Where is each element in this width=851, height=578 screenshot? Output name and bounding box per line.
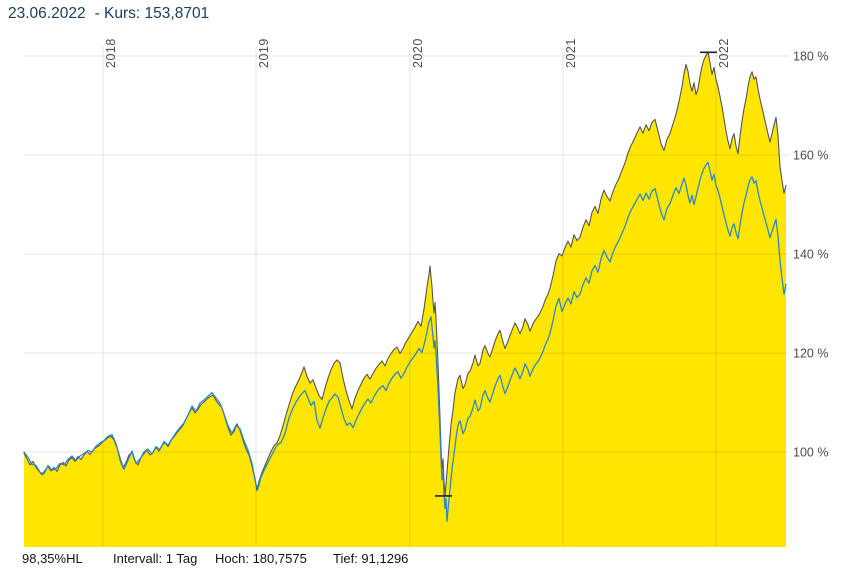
y-axis-percent-label: 120 % [793,347,828,361]
y-axis-percent-label: 160 % [793,149,828,163]
interval-label: Intervall: 1 Tag [113,551,198,566]
y-axis-percent-label: 140 % [793,248,828,262]
gridlines [24,47,789,547]
y-axis-percent-label: 100 % [793,446,828,460]
x-axis-year-label: 2020 [411,38,425,68]
cursor-date-label: 23.06.2022 [8,5,86,22]
x-axis-year-label: 2022 [717,38,731,68]
x-axis-year-label: 2021 [564,38,578,68]
chart-header: 23.06.2022 - Kurs: 153,8701 [8,5,209,23]
y-axis-percent-label: 180 % [793,50,828,64]
x-axis-year-label: 2019 [257,38,271,68]
range-change-label: 98,35%HL [22,551,83,566]
high-value-label: Hoch: 180,7575 [215,551,307,566]
chart-statusbar: 98,35%HL Intervall: 1 Tag Hoch: 180,7575… [0,551,851,569]
secondary-series-line [23,161,787,522]
x-axis-year-label: 2018 [104,38,118,68]
main-series-area [24,52,786,547]
low-value-label: Tief: 91,1296 [333,551,409,566]
cursor-price-label: - Kurs: 153,8701 [94,5,210,22]
